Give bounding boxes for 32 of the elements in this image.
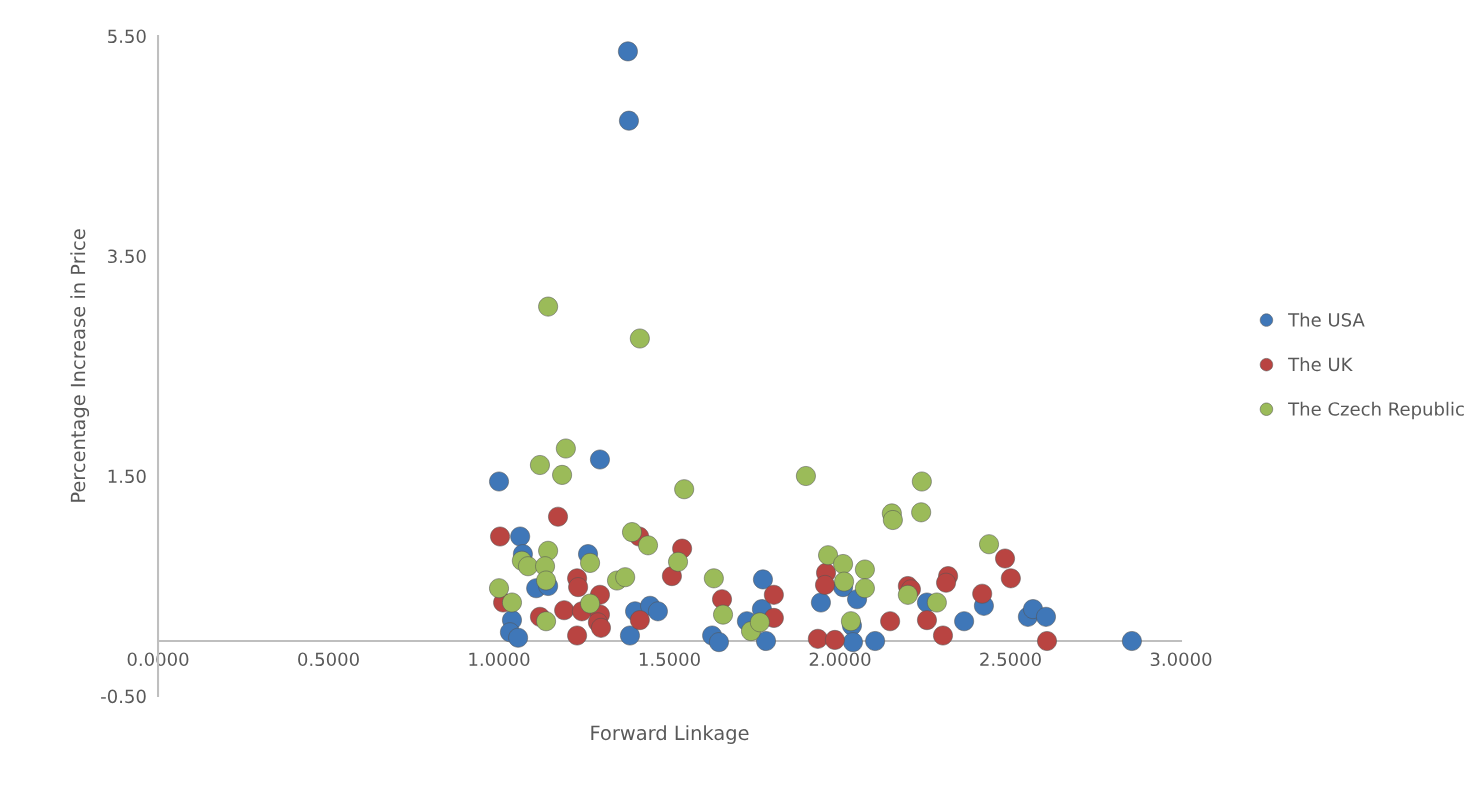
point xyxy=(530,455,550,475)
legend-label: The USA xyxy=(1288,312,1365,327)
x-tick-label: 0.5000 xyxy=(298,652,359,667)
x-tick-label: 3.0000 xyxy=(1150,652,1212,667)
point xyxy=(548,506,568,527)
y-tick-label: 1.50 xyxy=(108,469,146,484)
x-tick-label: 1.0000 xyxy=(469,652,530,667)
y-axis-title: Percentage Increase in Price xyxy=(70,229,90,502)
y-tick-label: 3.50 xyxy=(108,249,146,264)
x-tick-label: 2.5000 xyxy=(980,652,1041,667)
point xyxy=(815,575,835,595)
point xyxy=(622,522,642,542)
x-axis-title: Forward Linkage xyxy=(591,725,749,744)
point xyxy=(796,466,816,486)
point xyxy=(536,570,556,591)
x-tick-label: 1.5000 xyxy=(639,652,700,667)
point xyxy=(927,592,947,613)
point xyxy=(883,510,903,530)
point xyxy=(489,471,509,492)
point xyxy=(917,610,937,630)
point xyxy=(615,567,636,588)
point xyxy=(552,465,572,485)
legend-label: The UK xyxy=(1288,357,1353,372)
x-tick-label: 2.0000 xyxy=(809,652,871,667)
point xyxy=(629,610,650,630)
y-tick-label: 5.50 xyxy=(108,29,146,44)
point xyxy=(556,438,576,459)
point xyxy=(954,611,974,632)
point xyxy=(834,571,854,592)
point xyxy=(1036,606,1056,627)
y-tick-label: -0.50 xyxy=(101,689,146,704)
legend-label: The Czech Republic xyxy=(1288,401,1464,420)
